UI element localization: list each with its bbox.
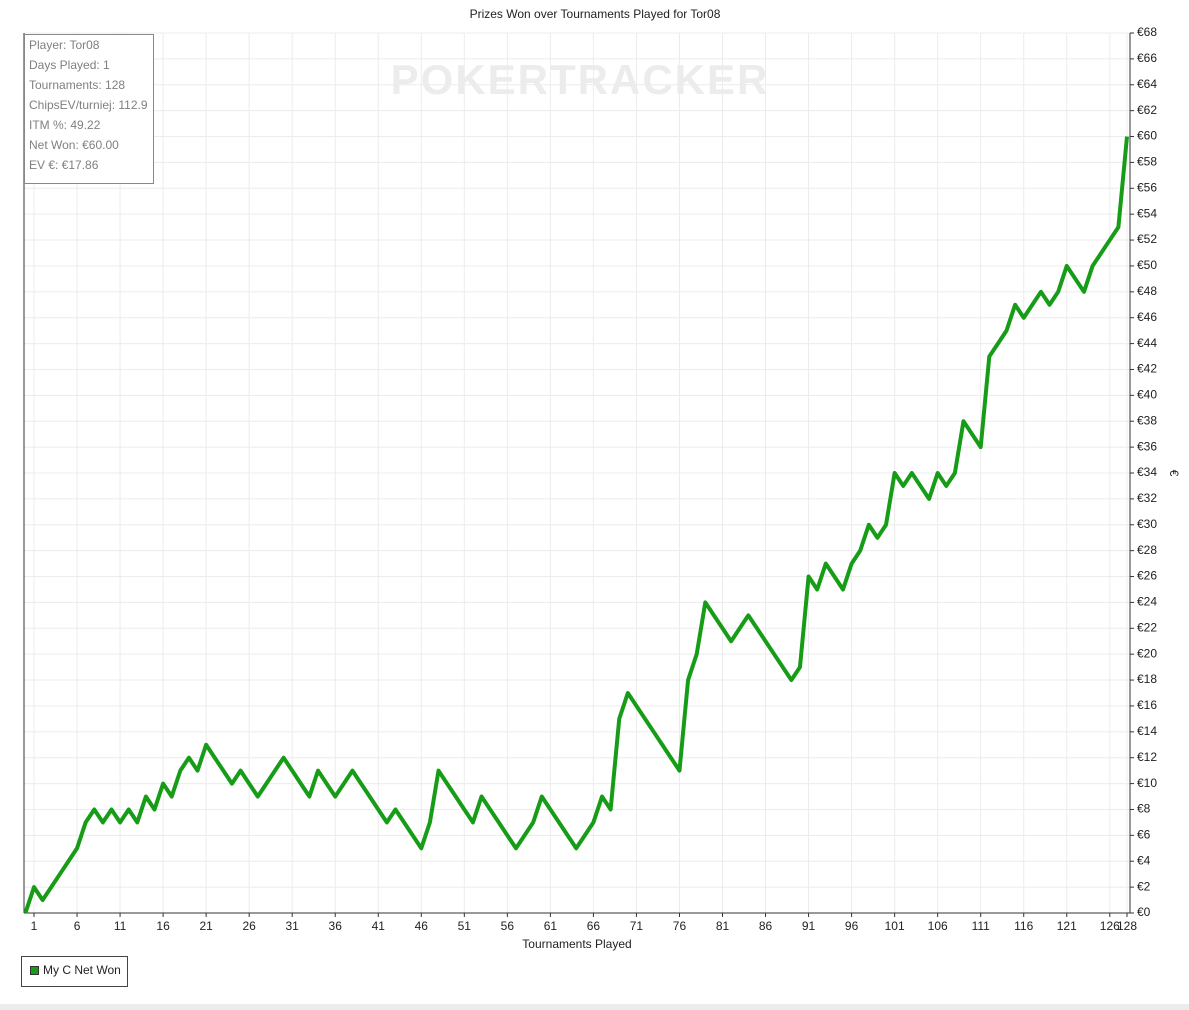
x-axis-label: Tournaments Played bbox=[522, 937, 631, 951]
y-tick-label: €46 bbox=[1137, 310, 1157, 324]
y-tick-label: €54 bbox=[1137, 206, 1157, 220]
y-tick-label: €32 bbox=[1137, 491, 1157, 505]
y-tick-label: €20 bbox=[1137, 646, 1157, 660]
x-tick-label: 116 bbox=[1014, 919, 1033, 933]
x-tick-label: 36 bbox=[329, 919, 343, 933]
x-tick-label: 121 bbox=[1057, 919, 1077, 933]
y-tick-label: €14 bbox=[1137, 724, 1157, 738]
y-axis-label: € bbox=[1167, 470, 1181, 477]
y-tick-label: €18 bbox=[1137, 672, 1157, 686]
info-text: ITM %: 49.22 bbox=[29, 118, 101, 132]
info-text: Net Won: €60.00 bbox=[29, 138, 119, 152]
y-tick-label: €48 bbox=[1137, 284, 1157, 298]
y-tick-label: €0 bbox=[1137, 905, 1151, 919]
x-tick-label: 126 bbox=[1100, 919, 1120, 933]
y-tick-label: €4 bbox=[1137, 853, 1151, 867]
x-tick-label: 96 bbox=[845, 919, 859, 933]
x-tick-label: 1 bbox=[31, 919, 38, 933]
x-tick-label: 91 bbox=[802, 919, 816, 933]
x-tick-label: 106 bbox=[928, 919, 948, 933]
y-tick-label: €10 bbox=[1137, 776, 1157, 790]
y-tick-label: €56 bbox=[1137, 180, 1157, 194]
x-tick-label: 61 bbox=[544, 919, 558, 933]
info-text: ChipsEV/turniej: 112.9 bbox=[29, 98, 148, 112]
y-tick-label: €58 bbox=[1137, 155, 1157, 169]
y-tick-label: €28 bbox=[1137, 543, 1157, 557]
x-tick-label: 56 bbox=[501, 919, 515, 933]
x-tick-label: 86 bbox=[759, 919, 773, 933]
status-bar bbox=[0, 1004, 1189, 1010]
x-tick-label: 76 bbox=[673, 919, 687, 933]
y-tick-label: €34 bbox=[1137, 465, 1157, 479]
x-tick-label: 46 bbox=[415, 919, 429, 933]
y-tick-label: €30 bbox=[1137, 517, 1157, 531]
y-tick-label: €60 bbox=[1137, 129, 1157, 143]
info-text: Player: Tor08 bbox=[29, 38, 100, 52]
legend-label: My C Net Won bbox=[43, 963, 121, 977]
x-tick-label: 41 bbox=[372, 919, 386, 933]
x-tick-label: 51 bbox=[458, 919, 472, 933]
series-line bbox=[23, 136, 1129, 914]
x-tick-label: 26 bbox=[242, 919, 256, 933]
y-tick-label: €24 bbox=[1137, 595, 1157, 609]
y-tick-label: €52 bbox=[1137, 232, 1157, 246]
chart-title: Prizes Won over Tournaments Played for T… bbox=[470, 7, 721, 21]
y-tick-label: €12 bbox=[1137, 750, 1157, 764]
watermark: POKERTRACKER bbox=[391, 56, 770, 103]
y-tick-label: €62 bbox=[1137, 103, 1157, 117]
x-tick-label: 11 bbox=[114, 919, 127, 933]
y-tick-label: €50 bbox=[1137, 258, 1157, 272]
y-tick-label: €22 bbox=[1137, 620, 1157, 634]
y-tick-label: €38 bbox=[1137, 413, 1157, 427]
y-tick-label: €66 bbox=[1137, 51, 1157, 65]
y-tick-label: €6 bbox=[1137, 828, 1151, 842]
x-tick-label: 66 bbox=[587, 919, 601, 933]
y-tick-label: €2 bbox=[1137, 879, 1151, 893]
x-tick-label: 71 bbox=[630, 919, 644, 933]
y-tick-label: €40 bbox=[1137, 388, 1157, 402]
x-tick-label: 16 bbox=[156, 919, 170, 933]
y-tick-label: €68 bbox=[1137, 25, 1157, 39]
x-tick-label: 81 bbox=[716, 919, 730, 933]
legend-swatch bbox=[30, 966, 39, 975]
x-tick-label: 31 bbox=[286, 919, 300, 933]
x-tick-label: 101 bbox=[885, 919, 905, 933]
x-tick-label: 111 bbox=[972, 919, 991, 933]
x-tick-label: 128 bbox=[1117, 919, 1137, 933]
info-text: EV €: €17.86 bbox=[29, 158, 99, 172]
x-tick-label: 6 bbox=[74, 919, 81, 933]
legend bbox=[21, 956, 128, 987]
x-tick-label: 21 bbox=[199, 919, 213, 933]
y-tick-label: €36 bbox=[1137, 439, 1157, 453]
grid bbox=[24, 32, 1130, 914]
info-box bbox=[24, 34, 154, 184]
y-tick-label: €42 bbox=[1137, 362, 1157, 376]
y-tick-label: €44 bbox=[1137, 336, 1157, 350]
y-tick-label: €64 bbox=[1137, 77, 1157, 91]
y-tick-label: €16 bbox=[1137, 698, 1157, 712]
info-text: Days Played: 1 bbox=[29, 58, 110, 72]
y-tick-label: €8 bbox=[1137, 802, 1151, 816]
info-text: Tournaments: 128 bbox=[29, 78, 125, 92]
y-tick-label: €26 bbox=[1137, 569, 1157, 583]
